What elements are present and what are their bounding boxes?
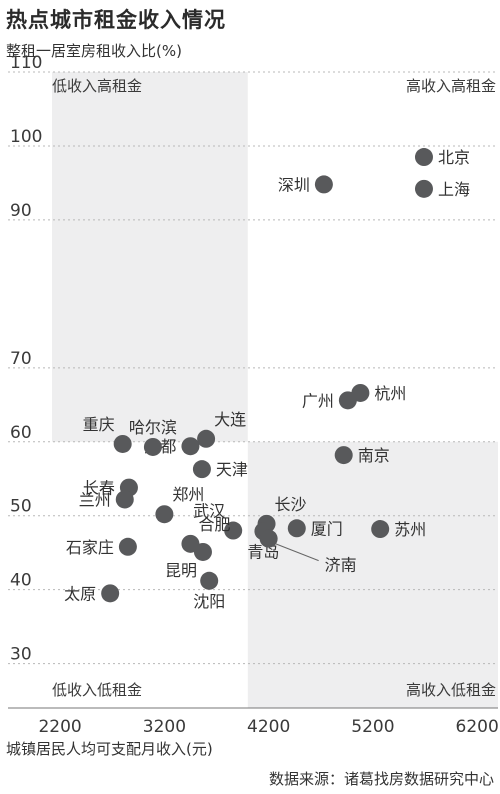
- y-tick-label: 100: [10, 127, 42, 147]
- quadrant-label-top-right: 高收入高租金: [406, 77, 496, 95]
- source-note: 数据来源：诸葛找房数据研究中心: [268, 770, 494, 788]
- point-label: 合肥: [198, 515, 230, 534]
- data-point: [334, 446, 353, 465]
- y-tick-label: 90: [10, 201, 32, 221]
- point-label: 天津: [216, 460, 248, 479]
- quadrant-label-bottom-left: 低收入低租金: [52, 681, 142, 699]
- y-tick-label: 60: [10, 423, 32, 443]
- x-tick-label: 3200: [143, 717, 186, 737]
- y-tick-label: 110: [10, 53, 42, 73]
- point-label: 苏州: [394, 520, 426, 539]
- data-point: [371, 520, 390, 539]
- data-point: [259, 529, 278, 548]
- point-label: 石家庄: [66, 538, 114, 557]
- point-label: 重庆: [83, 415, 115, 434]
- quadrant-shade-top-left: [52, 72, 248, 442]
- point-label: 兰州: [79, 490, 111, 509]
- y-tick-label: 40: [10, 571, 32, 591]
- x-tick-label: 2200: [38, 717, 81, 737]
- quadrant-label-top-left: 低收入高租金: [52, 77, 142, 95]
- point-label: 南京: [358, 446, 390, 465]
- data-point: [200, 571, 219, 590]
- chart-title: 热点城市租金收入情况: [6, 8, 226, 32]
- data-point: [314, 175, 333, 194]
- point-label: 郑州: [172, 485, 204, 504]
- quadrant-label-bottom-right: 高收入低租金: [406, 681, 496, 699]
- data-point: [115, 490, 134, 509]
- x-axis-label: 城镇居民人均可支配月收入(元): [6, 740, 213, 758]
- point-label: 长春: [83, 479, 115, 498]
- point-label: 武汉: [193, 502, 225, 521]
- data-point: [414, 148, 433, 167]
- x-tick-label: 5200: [351, 717, 394, 737]
- data-point: [118, 537, 137, 556]
- data-point: [414, 179, 433, 198]
- data-point: [197, 429, 216, 448]
- point-label: 厦门: [311, 519, 343, 538]
- point-label: 深圳: [278, 175, 310, 194]
- y-tick-label: 50: [10, 497, 32, 517]
- y-tick-label: 30: [10, 645, 32, 665]
- quadrant-shade-bottom-right: [247, 441, 498, 708]
- data-point: [155, 505, 174, 524]
- point-label: 沈阳: [193, 592, 225, 611]
- x-tick-label: 4200: [247, 717, 290, 737]
- data-point: [143, 437, 162, 456]
- point-label: 哈尔滨: [129, 418, 177, 437]
- point-label: 杭州: [374, 384, 406, 403]
- data-point: [224, 521, 243, 540]
- y-axis-label: 整租一居室房租收入比(%): [6, 42, 182, 60]
- y-tick-label: 70: [10, 349, 32, 369]
- point-label: 北京: [438, 148, 470, 167]
- leader-line: [272, 542, 319, 562]
- data-point: [113, 434, 132, 453]
- point-label: 广州: [302, 391, 334, 410]
- x-tick-label: 6200: [456, 717, 499, 737]
- data-point: [193, 542, 212, 561]
- data-point: [101, 584, 120, 603]
- point-label: 长沙: [275, 495, 307, 514]
- data-point: [192, 460, 211, 479]
- point-label: 济南: [325, 556, 357, 575]
- point-label: 上海: [438, 180, 470, 199]
- data-point: [181, 437, 200, 456]
- point-label: 大连: [214, 410, 246, 429]
- data-point: [287, 519, 306, 538]
- point-label: 太原: [64, 584, 96, 603]
- point-label: 昆明: [165, 561, 197, 580]
- data-point: [338, 391, 357, 410]
